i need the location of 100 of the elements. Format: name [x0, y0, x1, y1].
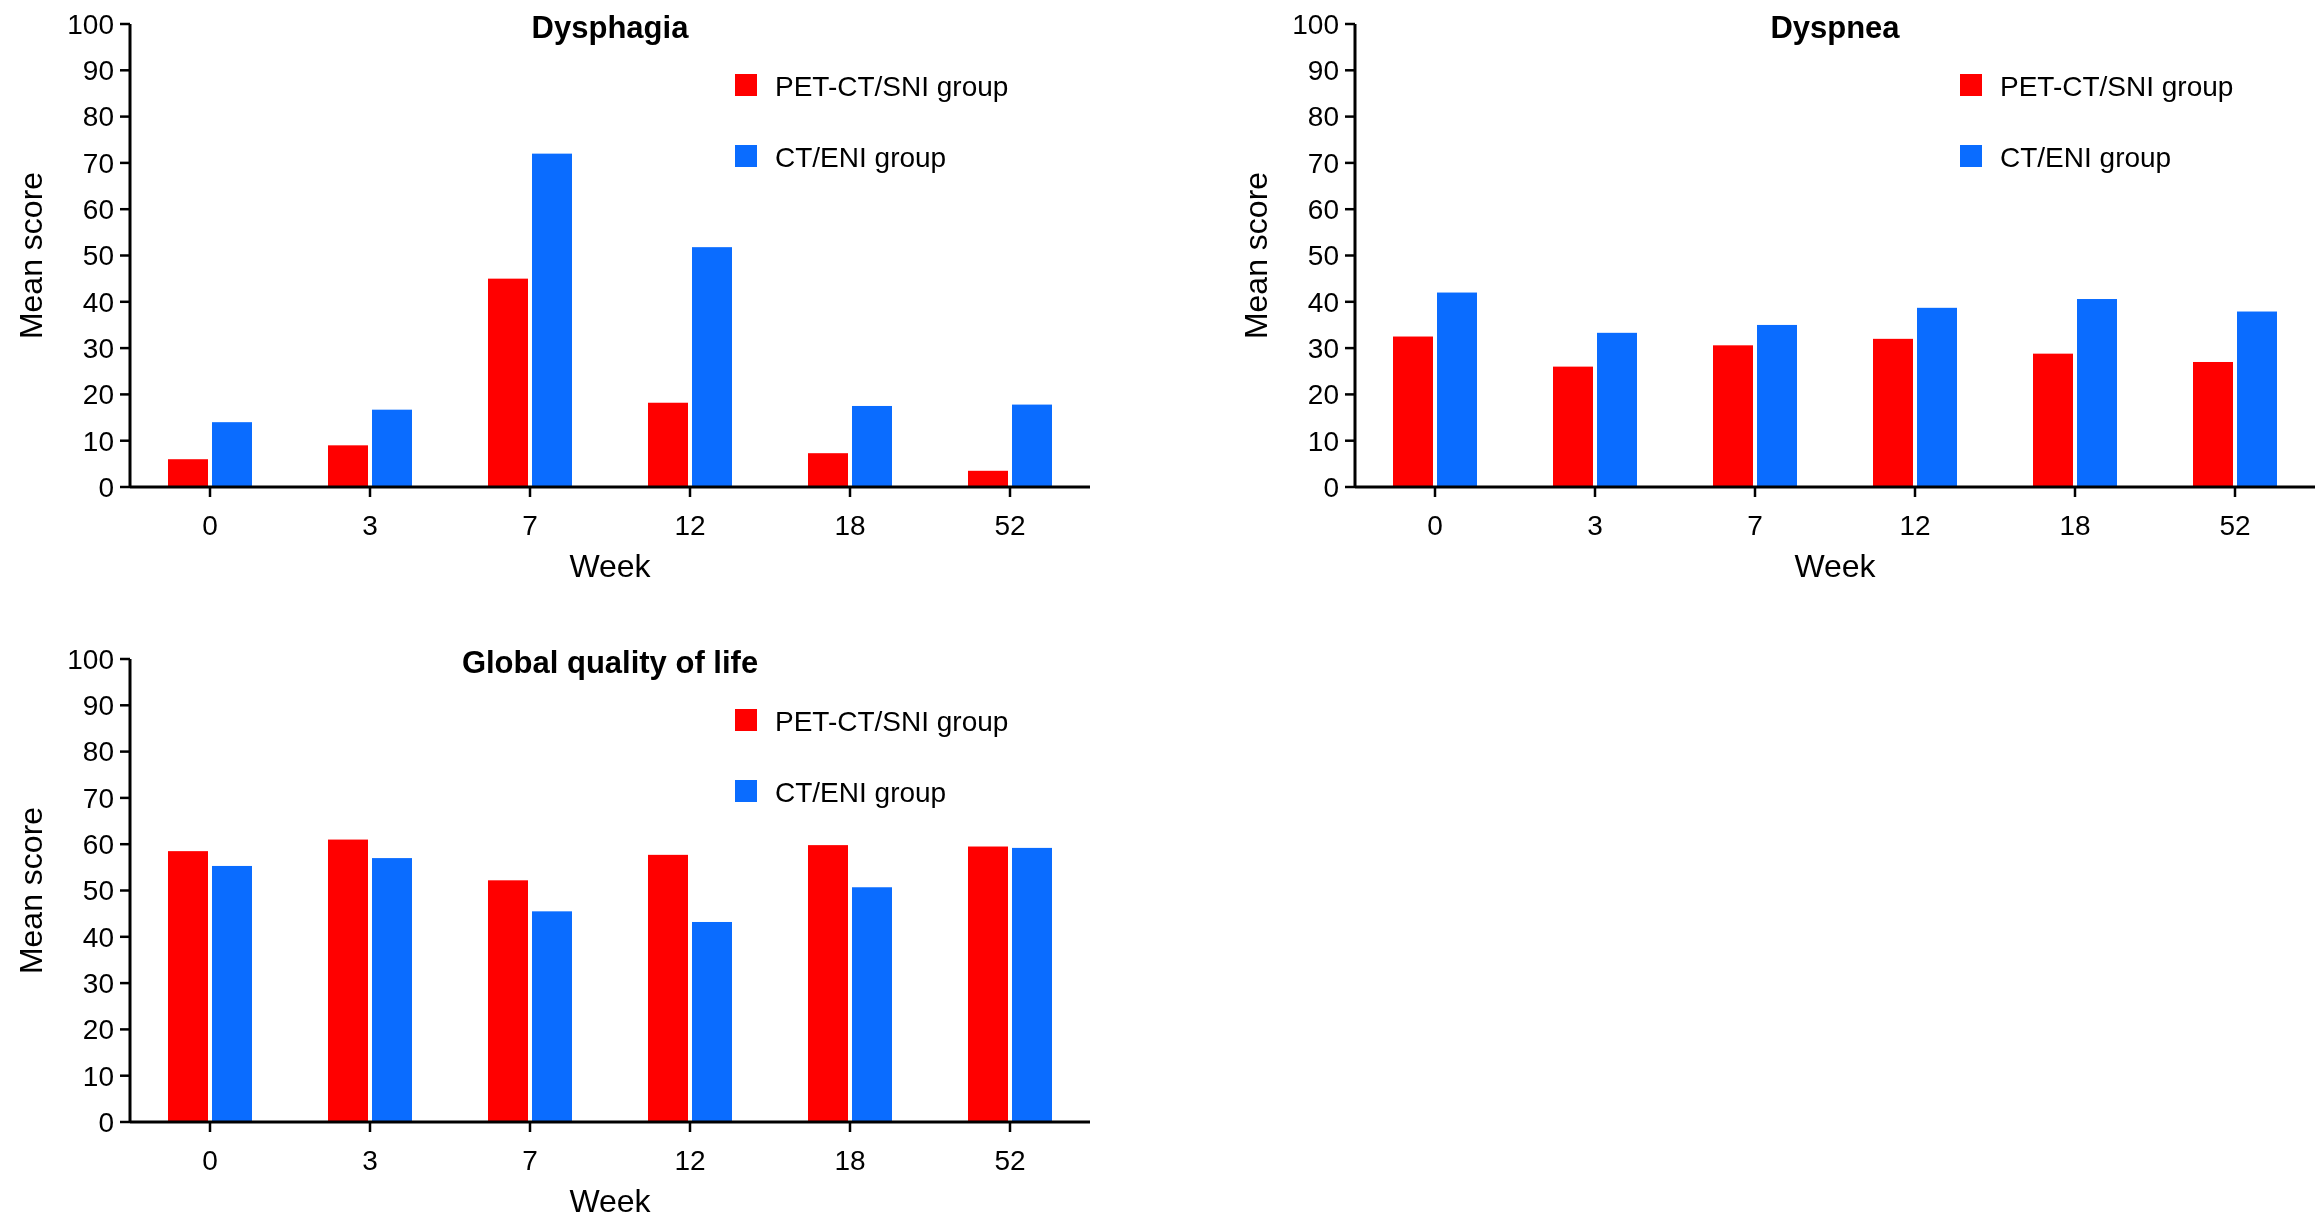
y-tick-label: 100	[67, 8, 114, 40]
y-tick-label: 30	[1307, 332, 1339, 364]
bar	[648, 402, 688, 487]
bar	[1393, 336, 1433, 487]
y-tick-label: 40	[1307, 286, 1339, 318]
y-tick-label: 80	[82, 736, 114, 768]
x-tick-label: 52	[994, 1145, 1026, 1176]
y-tick-label: 90	[82, 690, 114, 722]
y-tick-label: 0	[1323, 471, 1339, 503]
bar	[808, 845, 848, 1122]
x-tick-label: 3	[362, 510, 378, 541]
x-tick-label: 7	[522, 510, 538, 541]
bar	[968, 846, 1008, 1122]
bar	[488, 278, 528, 487]
y-tick-label: 10	[1307, 425, 1339, 457]
y-tick-label: 10	[82, 1060, 114, 1092]
y-tick-label: 10	[82, 425, 114, 457]
bar	[692, 247, 732, 487]
x-tick-label: 18	[2059, 510, 2091, 541]
legend-label: CT/ENI group	[775, 141, 947, 173]
chart-title: Dyspnea	[1770, 10, 1901, 45]
y-tick-label: 70	[82, 782, 114, 814]
y-tick-label: 100	[1292, 8, 1339, 40]
bar	[808, 453, 848, 487]
x-tick-label: 7	[1747, 510, 1763, 541]
y-tick-label: 70	[1307, 147, 1339, 179]
x-tick-label: 3	[1587, 510, 1603, 541]
x-tick-label: 7	[522, 1145, 538, 1176]
y-tick-label: 80	[82, 101, 114, 133]
bar	[852, 405, 892, 487]
y-tick-label: 0	[98, 1106, 114, 1138]
bar	[2237, 311, 2277, 487]
x-tick-label: 0	[202, 510, 218, 541]
bar	[2193, 361, 2233, 487]
x-tick-label: 12	[674, 510, 706, 541]
bar	[328, 839, 368, 1122]
y-tick-label: 90	[1307, 55, 1339, 87]
y-tick-label: 90	[82, 55, 114, 87]
y-tick-label: 20	[1307, 379, 1339, 411]
y-tick-label: 50	[82, 240, 114, 272]
chart-title: Global quality of life	[461, 645, 759, 680]
x-tick-label: 52	[994, 510, 1026, 541]
y-tick-label: 70	[82, 147, 114, 179]
x-tick-label: 52	[2219, 510, 2251, 541]
x-axis-title: Week	[1794, 548, 1877, 584]
bar	[1012, 847, 1052, 1122]
x-tick-label: 18	[834, 1145, 866, 1176]
y-tick-label: 60	[82, 829, 114, 860]
bar	[692, 921, 732, 1122]
legend-label: PET-CT/SNI group	[2000, 70, 2234, 102]
x-tick-label: 12	[674, 1145, 706, 1176]
y-tick-label: 20	[82, 379, 114, 411]
y-tick-label: 60	[82, 194, 114, 225]
bar	[2077, 299, 2117, 487]
bar	[648, 854, 688, 1122]
x-tick-label: 18	[834, 510, 866, 541]
x-tick-label: 3	[362, 1145, 378, 1176]
legend-label: PET-CT/SNI group	[775, 70, 1009, 102]
x-tick-label: 0	[202, 1145, 218, 1176]
bar	[1437, 292, 1477, 487]
bar	[1597, 332, 1637, 487]
legend-label: PET-CT/SNI group	[775, 705, 1009, 737]
bar	[212, 865, 252, 1122]
bar	[968, 470, 1008, 487]
y-tick-label: 50	[82, 875, 114, 907]
y-axis-title: Mean score	[13, 171, 49, 340]
y-tick-label: 30	[82, 332, 114, 364]
y-tick-label: 100	[67, 643, 114, 675]
y-axis-title: Mean score	[13, 806, 49, 975]
legend-label: CT/ENI group	[2000, 141, 2172, 173]
bar	[1757, 324, 1797, 487]
bar	[532, 153, 572, 487]
y-tick-label: 50	[1307, 240, 1339, 272]
bar	[372, 409, 412, 487]
y-tick-label: 20	[82, 1014, 114, 1046]
x-tick-label: 12	[1899, 510, 1931, 541]
y-tick-label: 30	[82, 967, 114, 999]
y-tick-label: 80	[1307, 101, 1339, 133]
bar	[2033, 353, 2073, 487]
y-tick-label: 60	[1307, 194, 1339, 225]
bar	[488, 880, 528, 1122]
bar	[168, 459, 208, 487]
y-tick-label: 40	[82, 286, 114, 318]
x-axis-title: Week	[569, 548, 652, 584]
bar	[372, 858, 412, 1122]
bar	[532, 911, 572, 1122]
bar	[168, 851, 208, 1122]
bar	[1713, 345, 1753, 487]
x-axis-title: Week	[569, 1183, 652, 1214]
chart-title: Dysphagia	[531, 10, 690, 45]
bar	[1873, 338, 1913, 487]
bar	[1012, 404, 1052, 487]
y-axis-title: Mean score	[1238, 171, 1274, 340]
bar	[212, 422, 252, 487]
y-tick-label: 0	[98, 471, 114, 503]
bar	[328, 445, 368, 487]
x-tick-label: 0	[1427, 510, 1443, 541]
bar	[1917, 307, 1957, 487]
bar	[1553, 366, 1593, 487]
bar	[852, 887, 892, 1122]
